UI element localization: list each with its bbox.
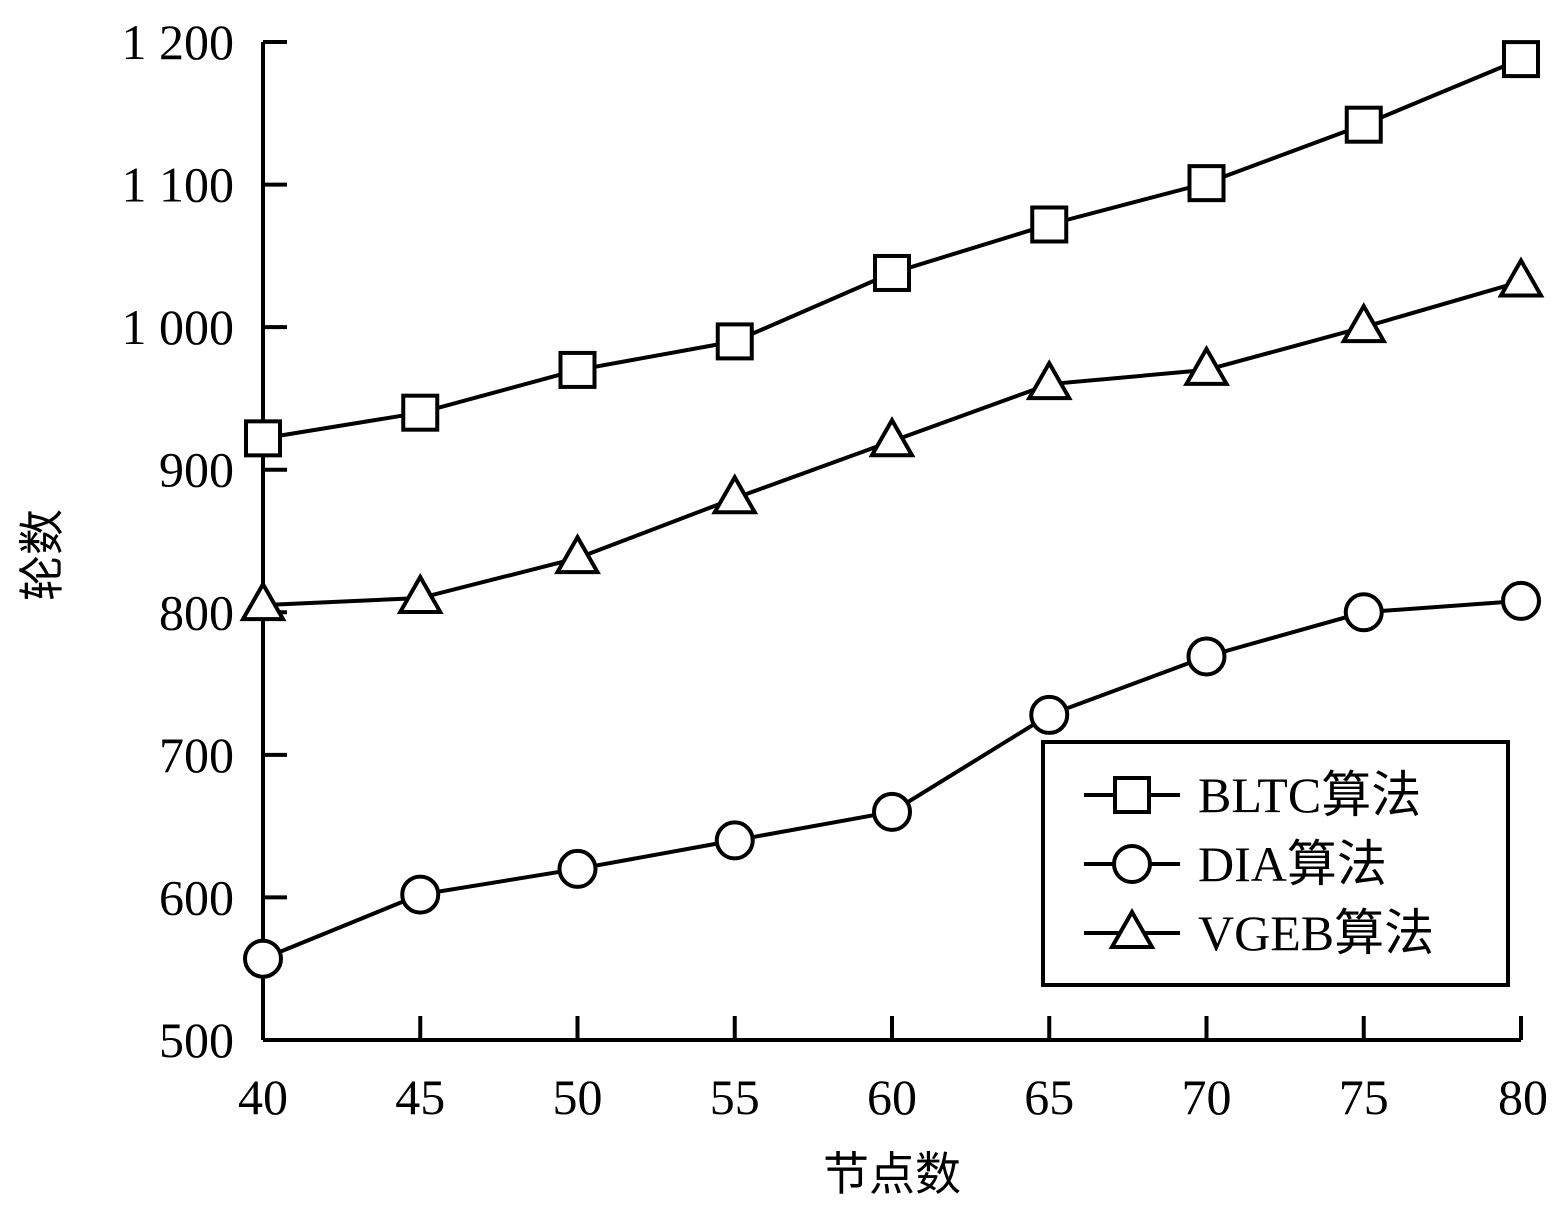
data-point-square bbox=[1344, 105, 1383, 144]
data-point-circle bbox=[1186, 636, 1227, 677]
data-point-triangle bbox=[1183, 344, 1230, 386]
x-tick-label: 70 bbox=[1182, 1069, 1232, 1125]
legend-entry: DIA算法 bbox=[1084, 836, 1387, 892]
data-point-circle bbox=[557, 848, 598, 889]
data-point-triangle bbox=[239, 580, 287, 622]
y-tick-label: 1 200 bbox=[122, 14, 235, 70]
series-line bbox=[262, 57, 1522, 441]
data-point-triangle bbox=[396, 572, 444, 615]
y-tick-label: 600 bbox=[159, 869, 234, 925]
y-tick-label: 500 bbox=[159, 1012, 234, 1068]
x-tick-label: 40 bbox=[238, 1069, 288, 1125]
y-tick-label: 900 bbox=[159, 442, 234, 498]
data-point-triangle bbox=[1497, 256, 1545, 298]
legend-marker-triangle bbox=[1108, 907, 1156, 949]
legend-label: BLTC算法 bbox=[1198, 767, 1421, 823]
data-point-square bbox=[1502, 40, 1540, 79]
legend-marker-square bbox=[1113, 776, 1151, 814]
data-point-triangle bbox=[554, 533, 601, 575]
legend-marker-circle bbox=[1112, 844, 1152, 884]
data-point-circle bbox=[1029, 694, 1070, 735]
x-tick-label: 75 bbox=[1339, 1069, 1389, 1125]
data-point-square bbox=[244, 419, 282, 458]
x-tick-label: 50 bbox=[553, 1069, 603, 1125]
series-triangle bbox=[239, 256, 1545, 622]
data-point-triangle bbox=[1340, 302, 1388, 344]
data-point-square bbox=[401, 393, 440, 432]
data-point-square bbox=[873, 253, 911, 292]
axes: 500 600 700 800 900 1 000 1 100 1 200 40 45 50 55 60… bbox=[15, 14, 1548, 1201]
legend-entry: BLTC算法 bbox=[1084, 767, 1421, 823]
series-layer bbox=[239, 40, 1545, 979]
data-point-circle bbox=[1343, 592, 1384, 633]
x-axis-title: 节点数 bbox=[823, 1147, 961, 1201]
legend-entry: VGEB算法 bbox=[1084, 905, 1434, 961]
legend: BLTC算法 DIA算法 VGEB算法 bbox=[1041, 740, 1510, 987]
data-point-square bbox=[1187, 164, 1226, 203]
data-point-triangle bbox=[868, 416, 916, 458]
data-point-circle bbox=[400, 874, 441, 915]
data-point-square bbox=[715, 322, 754, 361]
data-point-circle bbox=[243, 938, 283, 979]
data-point-triangle bbox=[1025, 359, 1073, 401]
legend-label: VGEB算法 bbox=[1198, 905, 1434, 961]
y-tick-label: 700 bbox=[159, 727, 234, 783]
x-tick-label: 55 bbox=[710, 1069, 760, 1125]
data-point-triangle bbox=[711, 473, 759, 515]
x-tick-label: 45 bbox=[395, 1069, 445, 1125]
y-axis-title: 轮数 bbox=[15, 509, 69, 601]
y-tick-label: 1 100 bbox=[122, 157, 235, 213]
data-point-circle bbox=[714, 820, 755, 861]
series-circle bbox=[243, 580, 1541, 979]
x-tick-label: 80 bbox=[1498, 1069, 1548, 1125]
data-point-square bbox=[1030, 205, 1069, 244]
y-tick-label: 800 bbox=[159, 584, 234, 640]
data-point-circle bbox=[1501, 580, 1541, 621]
x-tick-label: 60 bbox=[867, 1069, 917, 1125]
y-tick-label: 1 000 bbox=[122, 299, 235, 355]
legend-label: DIA算法 bbox=[1198, 836, 1387, 892]
data-point-square bbox=[558, 350, 597, 389]
x-tick-label: 65 bbox=[1024, 1069, 1074, 1125]
series-square bbox=[244, 40, 1540, 458]
data-point-circle bbox=[872, 791, 912, 832]
